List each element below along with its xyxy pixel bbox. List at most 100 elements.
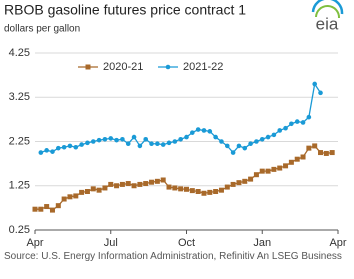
data-point xyxy=(61,144,67,150)
data-point xyxy=(306,114,312,120)
data-point xyxy=(318,150,324,156)
x-tick-label: Apr xyxy=(329,237,346,249)
data-point xyxy=(300,120,306,125)
y-tick-label: 0.25 xyxy=(9,224,30,236)
x-tick-label: Jul xyxy=(104,237,118,249)
data-point xyxy=(160,142,166,147)
data-point xyxy=(184,186,189,192)
data-point xyxy=(137,181,143,187)
data-point xyxy=(300,154,306,160)
data-point xyxy=(49,207,55,213)
data-point xyxy=(149,179,155,185)
data-point xyxy=(184,134,189,140)
y-tick-label: 2.25 xyxy=(9,135,30,147)
data-point xyxy=(131,134,137,140)
data-point xyxy=(90,186,96,192)
logo-arc xyxy=(315,5,341,19)
data-point xyxy=(108,136,114,141)
data-point xyxy=(213,189,219,195)
chart-subtitle: dollars per gallon xyxy=(4,24,80,35)
data-point xyxy=(219,139,224,144)
data-point xyxy=(224,184,230,190)
data-point xyxy=(271,166,277,172)
data-point xyxy=(288,159,294,165)
data-point xyxy=(166,140,172,146)
data-point xyxy=(44,148,49,153)
data-point xyxy=(253,172,259,178)
data-point xyxy=(73,193,79,199)
logo: eia xyxy=(311,0,344,33)
data-point xyxy=(96,187,102,193)
data-point xyxy=(294,156,300,162)
data-point xyxy=(259,168,265,174)
data-point xyxy=(294,119,300,124)
data-point xyxy=(213,134,218,140)
data-point xyxy=(102,136,108,142)
data-point xyxy=(85,140,90,146)
data-point xyxy=(61,196,67,202)
y-tick-label: 1.25 xyxy=(9,180,30,192)
data-point xyxy=(67,143,73,149)
data-point xyxy=(178,186,184,192)
data-point xyxy=(318,90,323,96)
data-point xyxy=(230,181,236,187)
source-note: Source: U.S. Energy Information Administ… xyxy=(4,251,342,262)
chart-title: RBOB gasoline futures price contract 1 xyxy=(4,2,246,18)
data-point xyxy=(283,163,289,169)
legend-label: 2020-21 xyxy=(103,61,143,73)
data-point xyxy=(125,181,131,187)
data-point xyxy=(96,137,102,143)
data-point xyxy=(38,206,44,212)
data-point xyxy=(166,184,172,190)
data-point xyxy=(230,150,236,155)
data-point xyxy=(207,189,213,195)
data-point xyxy=(114,137,119,143)
data-point xyxy=(160,177,166,183)
data-point xyxy=(248,141,253,147)
data-point xyxy=(178,136,183,142)
data-point xyxy=(84,189,90,195)
x-tick-label: Oct xyxy=(178,237,195,249)
data-point xyxy=(172,139,178,144)
data-point xyxy=(329,150,335,156)
data-point xyxy=(32,206,38,212)
data-point xyxy=(149,141,154,147)
data-point xyxy=(277,128,283,133)
data-point xyxy=(283,125,288,131)
data-point xyxy=(131,183,137,189)
data-point xyxy=(236,143,242,149)
data-point xyxy=(154,178,160,184)
legend-label: 2021-22 xyxy=(183,61,223,73)
data-point xyxy=(125,141,131,147)
y-tick-label: 3.25 xyxy=(9,91,30,103)
data-point xyxy=(323,150,329,156)
data-point xyxy=(67,194,73,200)
series-line xyxy=(35,145,333,211)
data-point xyxy=(201,190,207,196)
logo-arc xyxy=(311,0,344,15)
data-point xyxy=(190,130,195,135)
data-point xyxy=(224,143,230,149)
data-point xyxy=(55,203,61,209)
data-point xyxy=(271,132,277,138)
data-point xyxy=(201,128,207,133)
data-point xyxy=(137,143,143,149)
data-point xyxy=(265,134,271,140)
data-point xyxy=(242,178,248,184)
data-point xyxy=(172,185,178,191)
data-point xyxy=(259,136,265,142)
legend-marker xyxy=(85,64,91,70)
data-point xyxy=(143,181,149,187)
data-point xyxy=(108,181,114,187)
data-point xyxy=(312,143,318,149)
data-point xyxy=(50,149,55,154)
data-point xyxy=(143,136,149,142)
data-point xyxy=(242,145,248,151)
data-point xyxy=(79,142,84,147)
data-point xyxy=(289,121,294,127)
data-point xyxy=(120,136,125,142)
data-point xyxy=(73,144,79,150)
data-point xyxy=(155,141,160,147)
data-point xyxy=(79,189,85,195)
